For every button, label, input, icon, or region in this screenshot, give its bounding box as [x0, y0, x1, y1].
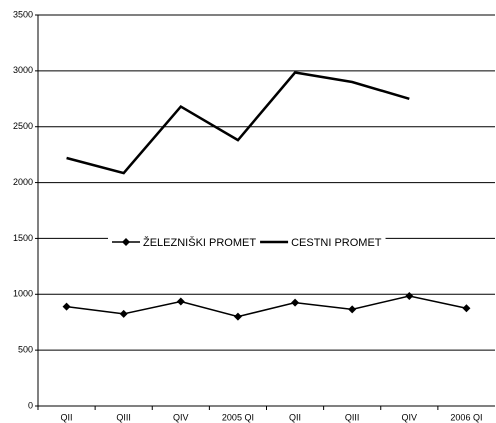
marker — [405, 291, 414, 300]
y-tick-label: 2500 — [13, 121, 33, 131]
legend-label: CESTNI PROMET — [291, 237, 382, 249]
legend-marker — [122, 238, 130, 246]
x-tick-label: QII — [61, 412, 73, 422]
marker — [176, 297, 185, 306]
x-tick-label: QII — [289, 412, 301, 422]
marker — [62, 302, 71, 311]
x-tick-label: 2006 QI — [450, 412, 482, 422]
legend-box — [108, 233, 386, 251]
line — [66, 295, 467, 318]
marker — [348, 305, 357, 314]
x-tick-label: QIII — [345, 412, 360, 422]
y-tick-label: 0 — [28, 400, 33, 410]
x-tick-label: QIV — [173, 412, 189, 422]
y-tick-label: 500 — [18, 345, 33, 355]
marker — [119, 309, 128, 318]
x-tick-label: 2005 QI — [222, 412, 254, 422]
marker — [291, 298, 300, 307]
legend-label: ŽELEZNIŠKI PROMET — [143, 236, 256, 249]
y-tick-label: 3000 — [13, 65, 33, 75]
y-tick-label: 2000 — [13, 177, 33, 187]
y-tick-label: 3500 — [13, 9, 33, 19]
marker — [462, 304, 471, 313]
y-tick-label: 1000 — [13, 289, 33, 299]
x-tick-label: QIII — [116, 412, 131, 422]
y-tick-label: 1500 — [13, 233, 33, 243]
line — [66, 71, 410, 175]
x-tick-label: QIV — [402, 412, 418, 422]
marker — [233, 312, 242, 321]
